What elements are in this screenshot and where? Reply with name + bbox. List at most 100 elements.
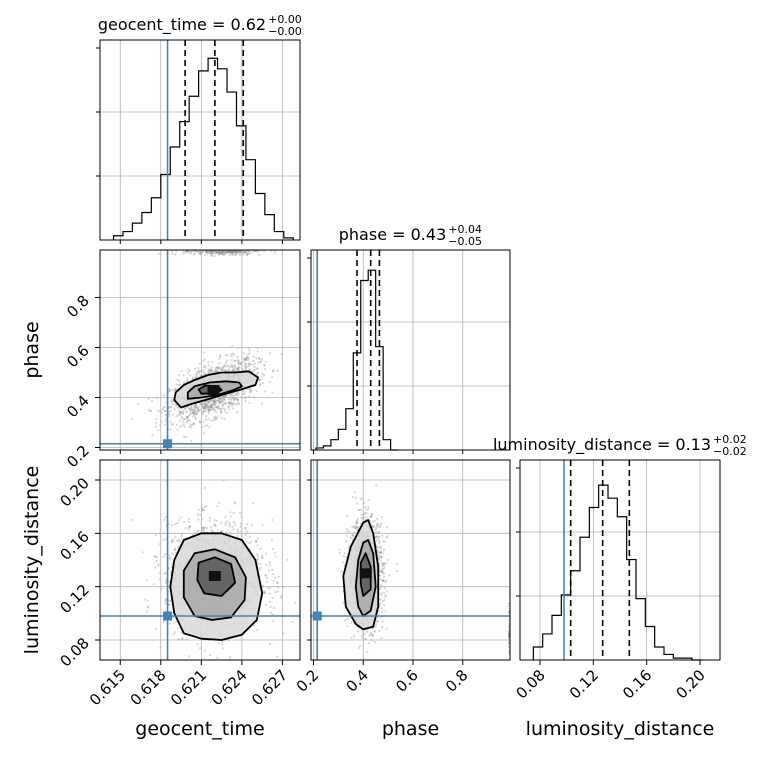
sample-point xyxy=(205,404,208,408)
sample-point xyxy=(211,370,214,373)
sample-point xyxy=(229,401,233,404)
sample-point xyxy=(354,525,357,528)
sample-point xyxy=(255,367,258,370)
sample-point xyxy=(228,400,231,404)
sample-point xyxy=(279,594,283,598)
sample-point xyxy=(173,388,176,392)
sample-point xyxy=(191,412,194,415)
sample-point xyxy=(184,411,188,414)
sample-point xyxy=(210,253,213,256)
sample-point xyxy=(204,366,207,369)
sample-point xyxy=(265,552,268,555)
sample-point xyxy=(272,572,275,576)
sample-point xyxy=(154,425,158,428)
sample-point xyxy=(385,562,388,565)
sample-point xyxy=(153,554,156,558)
sample-point xyxy=(216,656,219,659)
sample-point xyxy=(354,527,357,531)
sample-point xyxy=(193,411,196,414)
sample-point xyxy=(175,423,179,426)
sample-point xyxy=(268,564,272,567)
sample-point xyxy=(241,392,245,396)
sample-point xyxy=(164,553,167,556)
sample-point xyxy=(247,364,250,368)
sample-point xyxy=(162,538,165,541)
sample-point xyxy=(280,596,283,600)
sample-point xyxy=(203,526,206,529)
sample-point xyxy=(215,406,218,409)
sample-point xyxy=(231,250,235,253)
sample-point xyxy=(365,511,368,514)
sample-point xyxy=(201,506,204,510)
sample-point xyxy=(186,377,189,380)
sample-point xyxy=(209,368,212,371)
sample-point xyxy=(185,421,188,424)
sample-point xyxy=(170,562,174,565)
sample-point xyxy=(210,528,213,531)
sample-point xyxy=(224,394,228,397)
sample-point xyxy=(171,523,174,527)
sample-point xyxy=(244,365,247,368)
sample-point xyxy=(188,425,191,428)
sample-point xyxy=(242,351,245,355)
sample-point xyxy=(174,402,177,406)
sample-point xyxy=(256,350,259,353)
sample-point xyxy=(252,355,255,358)
sample-point xyxy=(234,253,238,256)
sample-point xyxy=(207,250,211,253)
sample-point xyxy=(342,601,345,604)
sample-point xyxy=(382,572,385,576)
sample-point xyxy=(381,579,384,582)
sample-point xyxy=(351,496,354,499)
sample-point xyxy=(202,410,205,414)
sample-point xyxy=(229,250,232,253)
sample-point xyxy=(376,522,379,525)
sample-point xyxy=(212,399,215,402)
sample-point xyxy=(149,410,152,413)
sample-point xyxy=(223,407,226,410)
sample-point xyxy=(207,411,211,415)
sample-point xyxy=(183,418,186,421)
sample-point xyxy=(271,375,274,378)
sample-point xyxy=(187,251,190,254)
sample-point xyxy=(276,369,279,372)
sample-point xyxy=(214,251,217,254)
sample-point xyxy=(375,527,378,531)
sample-point xyxy=(195,412,198,415)
sample-point xyxy=(271,391,274,394)
sample-point xyxy=(354,526,357,529)
sample-point xyxy=(202,404,205,408)
sample-point xyxy=(373,630,377,633)
sample-point xyxy=(249,390,253,393)
sample-point xyxy=(231,253,234,256)
sample-point xyxy=(246,365,249,368)
sample-point xyxy=(273,251,276,254)
sample-point xyxy=(170,405,173,408)
sample-point xyxy=(221,395,225,398)
sample-point xyxy=(171,252,174,256)
sample-point xyxy=(250,363,253,366)
sample-point xyxy=(217,250,220,254)
sample-point xyxy=(209,408,213,411)
sample-point xyxy=(276,655,279,658)
sample-point xyxy=(341,570,344,573)
sample-point xyxy=(131,518,134,521)
sample-point xyxy=(245,540,248,543)
sample-point xyxy=(229,353,233,356)
sample-point xyxy=(227,250,231,253)
sample-point xyxy=(228,523,231,526)
sample-point xyxy=(160,411,163,414)
sample-point xyxy=(216,529,219,532)
sample-point xyxy=(376,523,379,526)
sample-point xyxy=(209,250,212,253)
sample-point xyxy=(360,513,363,517)
sample-point xyxy=(197,372,200,375)
sample-point xyxy=(187,528,190,531)
sample-point xyxy=(246,356,249,359)
sample-point xyxy=(197,518,200,521)
sample-point xyxy=(254,250,257,253)
sample-point xyxy=(272,579,275,582)
sample-point xyxy=(201,527,205,530)
sample-point xyxy=(209,250,213,253)
sample-point xyxy=(204,404,207,407)
